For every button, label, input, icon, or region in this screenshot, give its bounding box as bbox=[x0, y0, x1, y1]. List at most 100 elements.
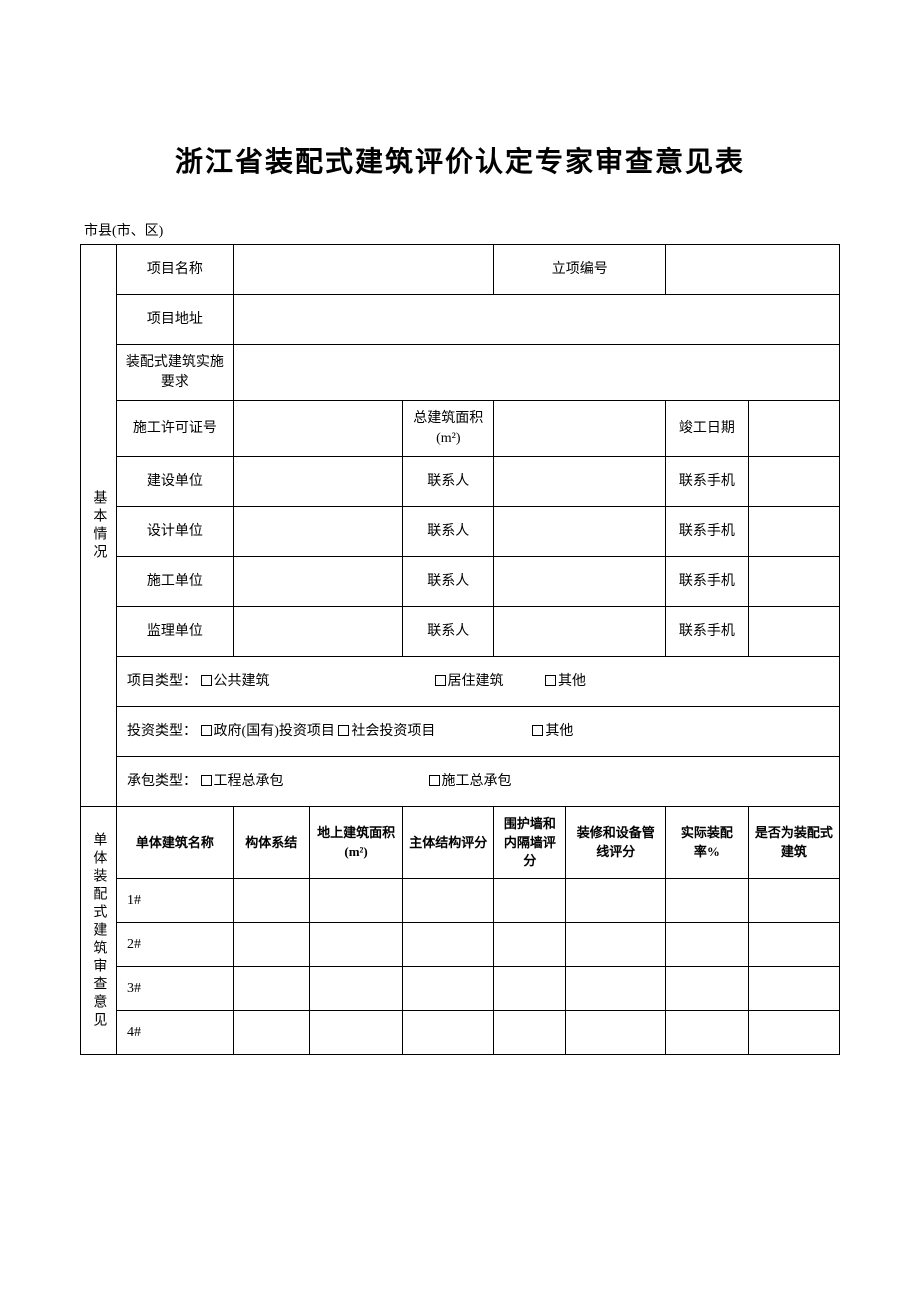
value-constr-contact bbox=[494, 557, 666, 607]
value-constr-phone bbox=[748, 557, 839, 607]
table-cell bbox=[403, 1010, 494, 1054]
checkbox-icon bbox=[201, 675, 212, 686]
doc-title: 浙江省装配式建筑评价认定专家审查意见表 bbox=[80, 140, 840, 180]
value-supervise-phone bbox=[748, 607, 839, 657]
invest-type-opt3: 其他 bbox=[532, 724, 573, 739]
table-cell bbox=[309, 1010, 402, 1054]
section1-vlabel: 基本情况 bbox=[81, 245, 117, 807]
table-cell bbox=[309, 966, 402, 1010]
row-project-type: 项目类型： 公共建筑 居住建筑 其他 bbox=[117, 657, 840, 707]
table-cell bbox=[494, 922, 566, 966]
project-type-opt1: 公共建筑 bbox=[201, 672, 270, 692]
table-cell bbox=[233, 922, 309, 966]
contract-type-opt1: 工程总承包 bbox=[201, 772, 284, 792]
doc-subtitle: 市县(市、区) bbox=[80, 220, 840, 240]
value-design-contact bbox=[494, 507, 666, 557]
table-cell bbox=[309, 878, 402, 922]
table-row: 2# bbox=[117, 922, 234, 966]
table-cell bbox=[309, 922, 402, 966]
value-total-area bbox=[494, 401, 666, 457]
table-cell bbox=[748, 966, 839, 1010]
value-build-contact bbox=[494, 457, 666, 507]
label-project-name: 项目名称 bbox=[117, 245, 234, 295]
value-approval-no bbox=[666, 245, 840, 295]
checkbox-icon bbox=[435, 675, 446, 686]
s2-h1: 单体建筑名称 bbox=[117, 807, 234, 879]
table-row: 1# bbox=[117, 878, 234, 922]
table-cell bbox=[403, 878, 494, 922]
value-build-unit bbox=[233, 457, 403, 507]
table-cell bbox=[233, 966, 309, 1010]
value-permit-no bbox=[233, 401, 403, 457]
invest-type-prefix: 投资类型： bbox=[127, 724, 197, 739]
checkbox-icon bbox=[429, 775, 440, 786]
table-cell bbox=[566, 878, 666, 922]
label-phone: 联系手机 bbox=[666, 457, 749, 507]
value-design-unit bbox=[233, 507, 403, 557]
label-phone: 联系手机 bbox=[666, 607, 749, 657]
table-cell bbox=[748, 922, 839, 966]
table-cell bbox=[233, 878, 309, 922]
table-cell bbox=[233, 1010, 309, 1054]
s2-h8: 是否为装配式建筑 bbox=[748, 807, 839, 879]
label-contact: 联系人 bbox=[403, 507, 494, 557]
table-row: 4# bbox=[117, 1010, 234, 1054]
s2-h4: 主体结构评分 bbox=[403, 807, 494, 879]
label-project-addr: 项目地址 bbox=[117, 295, 234, 345]
value-supervise-unit bbox=[233, 607, 403, 657]
label-contact: 联系人 bbox=[403, 457, 494, 507]
table-cell bbox=[403, 922, 494, 966]
table-cell bbox=[566, 966, 666, 1010]
table-cell bbox=[666, 878, 749, 922]
table-cell bbox=[494, 878, 566, 922]
label-phone: 联系手机 bbox=[666, 557, 749, 607]
value-complete-date bbox=[748, 401, 839, 457]
table-cell bbox=[403, 966, 494, 1010]
table-cell bbox=[666, 966, 749, 1010]
checkbox-icon bbox=[201, 775, 212, 786]
label-design-unit: 设计单位 bbox=[117, 507, 234, 557]
label-supervise-unit: 监理单位 bbox=[117, 607, 234, 657]
invest-type-opt1: 政府(国有)投资项目 bbox=[201, 724, 335, 739]
s2-h3: 地上建筑面积(m²) bbox=[309, 807, 402, 879]
section2-vlabel: 单体装配式建筑审查意见 bbox=[81, 807, 117, 1055]
checkbox-icon bbox=[201, 725, 212, 736]
table-cell bbox=[666, 922, 749, 966]
label-permit-no: 施工许可证号 bbox=[117, 401, 234, 457]
table-cell bbox=[666, 1010, 749, 1054]
contract-type-prefix: 承包类型： bbox=[127, 774, 197, 789]
checkbox-icon bbox=[338, 725, 349, 736]
contract-type-opt2: 施工总承包 bbox=[429, 772, 512, 792]
table-cell bbox=[748, 1010, 839, 1054]
main-table: 基本情况 项目名称 立项编号 项目地址 装配式建筑实施要求 施工许可证号 总建筑… bbox=[80, 244, 840, 1055]
table-cell bbox=[748, 878, 839, 922]
row-contract-type: 承包类型： 工程总承包 施工总承包 bbox=[117, 757, 840, 807]
project-type-opt2: 居住建筑 bbox=[435, 672, 504, 692]
label-prefab-req: 装配式建筑实施要求 bbox=[117, 345, 234, 401]
s2-h7: 实际装配率% bbox=[666, 807, 749, 879]
value-design-phone bbox=[748, 507, 839, 557]
label-complete-date: 竣工日期 bbox=[666, 401, 749, 457]
checkbox-icon bbox=[545, 675, 556, 686]
table-cell bbox=[566, 1010, 666, 1054]
value-prefab-req bbox=[233, 345, 839, 401]
project-type-opt3: 其他 bbox=[545, 672, 586, 692]
project-type-prefix: 项目类型： bbox=[127, 674, 197, 689]
label-contact: 联系人 bbox=[403, 607, 494, 657]
value-supervise-contact bbox=[494, 607, 666, 657]
table-row: 3# bbox=[117, 966, 234, 1010]
invest-type-opt2: 社会投资项目 bbox=[338, 724, 435, 739]
s2-h6: 装修和设备管线评分 bbox=[566, 807, 666, 879]
label-build-unit: 建设单位 bbox=[117, 457, 234, 507]
value-build-phone bbox=[748, 457, 839, 507]
s2-h5: 围护墙和内隔墙评分 bbox=[494, 807, 566, 879]
label-constr-unit: 施工单位 bbox=[117, 557, 234, 607]
row-invest-type: 投资类型： 政府(国有)投资项目 社会投资项目 其他 bbox=[117, 707, 840, 757]
label-phone: 联系手机 bbox=[666, 507, 749, 557]
table-cell bbox=[494, 1010, 566, 1054]
label-contact: 联系人 bbox=[403, 557, 494, 607]
value-project-name bbox=[233, 245, 494, 295]
label-total-area: 总建筑面积(m²) bbox=[403, 401, 494, 457]
table-cell bbox=[494, 966, 566, 1010]
value-constr-unit bbox=[233, 557, 403, 607]
